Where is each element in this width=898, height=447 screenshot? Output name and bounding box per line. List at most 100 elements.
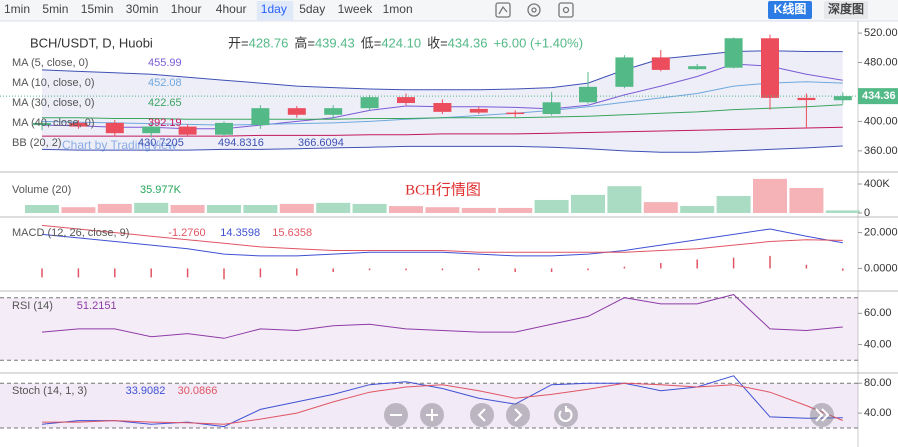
y-tick-label: 400K <box>864 178 890 190</box>
ohlc-value: 439.43 <box>315 35 355 50</box>
legend-name: MA (10, close, 0) <box>12 77 95 89</box>
indicator-line <box>42 382 843 425</box>
candle-body <box>360 97 379 109</box>
ohlc-label: 收= <box>427 35 448 50</box>
legend-name: MACD (12, 26, close, 9) <box>12 227 129 239</box>
legend-name: MA (30, close, 0) <box>12 97 95 109</box>
y-tick-label: 360.00 <box>864 145 898 157</box>
ohlc-value: 434.36 <box>448 35 488 50</box>
y-tick-label: 0.0000 <box>864 262 898 274</box>
y-tick-label: 20.000 <box>864 226 898 238</box>
interval-button[interactable]: 1hour <box>171 2 202 16</box>
legend-name: Stoch (14, 1, 3) <box>12 385 87 397</box>
volume-bar <box>352 203 387 213</box>
nav-icon <box>558 406 573 422</box>
y-tick-label: 400.00 <box>864 115 898 127</box>
legend-value: 51.2151 <box>77 300 117 312</box>
band-lower <box>41 145 843 153</box>
candle-body <box>797 97 816 101</box>
candle-body <box>542 102 561 115</box>
y-tick-label: 0 <box>864 207 870 219</box>
overlay-title: BCH行情图 <box>405 181 481 198</box>
legend-value: 14.3598 <box>220 227 260 239</box>
view-button-bg[interactable] <box>824 1 868 19</box>
view-button[interactable]: 深度图 <box>828 1 864 16</box>
volume-bar <box>716 195 751 213</box>
volume-bar <box>134 202 169 213</box>
nav-button[interactable] <box>470 403 494 427</box>
interval-button[interactable]: 1min <box>4 2 30 16</box>
nav-button[interactable] <box>506 403 530 427</box>
legend-value: 494.8316 <box>218 137 264 149</box>
toolbar-icons <box>495 2 574 18</box>
ohlc-value: 424.10 <box>381 35 421 50</box>
change-label: +6.00 (+1.40%) <box>493 35 583 50</box>
ohlc-value: 428.76 <box>249 35 289 50</box>
ohlc-label: 开= <box>228 35 249 50</box>
volume-bar <box>97 203 132 213</box>
nav-icon <box>815 408 830 422</box>
interval-button[interactable]: 4hour <box>216 2 247 16</box>
legend-value: 366.6094 <box>298 137 344 149</box>
interval-button[interactable]: 1mon <box>383 2 413 16</box>
volume-bar <box>316 202 351 213</box>
y-tick-label: 480.00 <box>864 56 898 68</box>
interval-button[interactable]: 15min <box>81 2 114 16</box>
legend-name: MA (5, close, 0) <box>12 57 88 69</box>
interval-button[interactable]: 30min <box>126 2 159 16</box>
candle-body <box>178 126 197 135</box>
legend-name: MA (40, close, 0) <box>12 117 95 129</box>
candle-body <box>33 122 51 126</box>
candle-body <box>761 38 779 98</box>
volume-bar <box>170 205 205 213</box>
volume-bar <box>680 205 715 213</box>
ma-line <box>42 104 843 120</box>
legend-name: BB (20, 2) <box>12 137 62 149</box>
interval-button[interactable]: 1week <box>338 2 374 16</box>
candle-body <box>215 122 233 135</box>
volume-bar <box>279 203 314 213</box>
last-price-label: 434.36 <box>862 90 896 102</box>
volume-bar <box>61 207 96 213</box>
interval-button[interactable]: 5min <box>42 2 68 16</box>
volume-bar <box>425 207 460 213</box>
band-upper <box>41 50 843 91</box>
y-tick-label: 520.00 <box>864 27 898 39</box>
y-tick-label: 80.00 <box>864 377 892 389</box>
ma-line <box>42 126 843 137</box>
candle-body <box>251 108 270 126</box>
volume-bar <box>571 194 605 213</box>
candle-body <box>69 122 88 127</box>
indicator-line <box>41 294 843 339</box>
legend-value: 35.977K <box>140 184 182 196</box>
legend-value: 33.9082 <box>126 385 166 397</box>
level-fill <box>0 383 858 429</box>
volume-bar <box>461 207 496 213</box>
candle-body <box>833 96 852 101</box>
view-button[interactable]: K线图 <box>774 1 807 16</box>
candle-body <box>724 38 743 68</box>
candle-body <box>105 122 124 134</box>
nav-icon <box>426 409 438 421</box>
indicator-line <box>41 228 843 257</box>
view-button-bg[interactable] <box>768 1 812 19</box>
volume-bar <box>643 202 678 213</box>
legend-value: 455.99 <box>148 57 182 69</box>
candle-body <box>142 126 161 134</box>
volume-bar <box>498 207 533 213</box>
legend-value: -1.2760 <box>168 227 205 239</box>
interval-button[interactable]: 1day <box>261 2 287 16</box>
interval-button[interactable]: 5day <box>299 2 325 16</box>
candle-body <box>287 108 306 115</box>
y-tick-label: 40.00 <box>864 407 892 419</box>
nav-button[interactable] <box>554 403 578 427</box>
volume-bar <box>243 205 278 213</box>
volume-bar <box>789 187 824 213</box>
volume-bar <box>534 199 569 213</box>
candle-body <box>615 57 634 87</box>
candle-body <box>469 108 488 113</box>
candle-body <box>506 112 525 115</box>
legend-value: 452.08 <box>148 77 182 89</box>
